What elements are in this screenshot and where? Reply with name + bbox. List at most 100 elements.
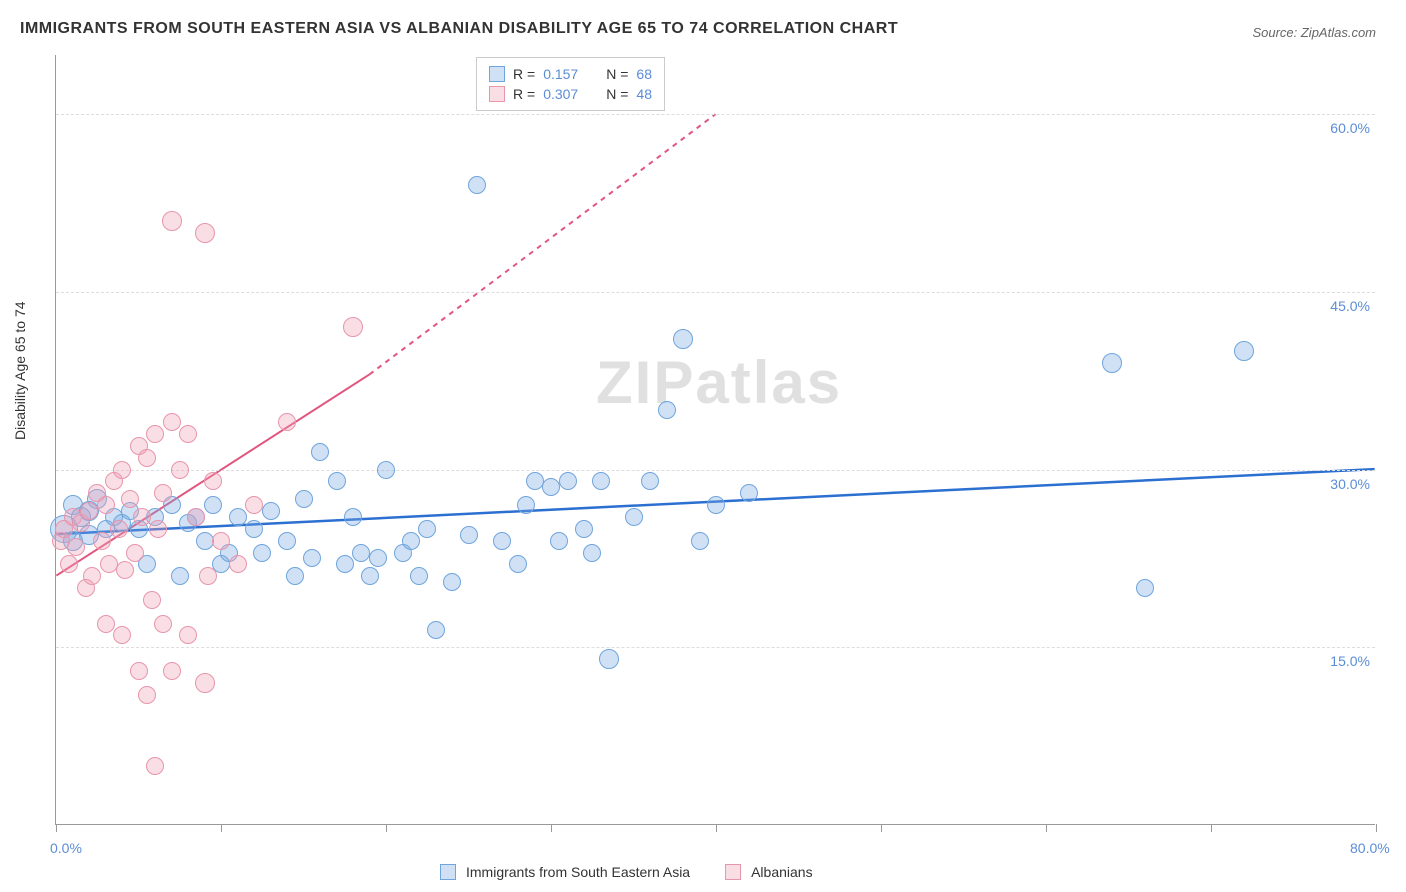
data-point <box>116 561 134 579</box>
data-point <box>195 673 215 693</box>
data-point <box>625 508 643 526</box>
data-point <box>113 626 131 644</box>
data-point <box>97 615 115 633</box>
data-point <box>410 567 428 585</box>
data-point <box>93 532 111 550</box>
data-point <box>550 532 568 550</box>
legend-swatch <box>489 86 505 102</box>
data-point <box>526 472 544 490</box>
data-point <box>1136 579 1154 597</box>
x-tick <box>56 824 57 832</box>
series-legend: Immigrants from South Eastern Asia Albani… <box>440 864 838 880</box>
data-point <box>599 649 619 669</box>
data-point <box>163 662 181 680</box>
data-point <box>278 413 296 431</box>
data-point <box>509 555 527 573</box>
data-point <box>336 555 354 573</box>
data-point <box>163 413 181 431</box>
data-point <box>146 425 164 443</box>
data-point <box>146 757 164 775</box>
data-point <box>196 532 214 550</box>
x-tick <box>221 824 222 832</box>
n-label: N = <box>606 66 628 82</box>
y-tick-label: 30.0% <box>1330 476 1370 492</box>
data-point <box>229 508 247 526</box>
data-point <box>154 615 172 633</box>
data-point <box>179 626 197 644</box>
data-point <box>212 532 230 550</box>
data-point <box>171 461 189 479</box>
data-point <box>110 520 128 538</box>
data-point <box>199 567 217 585</box>
legend-swatch <box>725 864 741 880</box>
data-point <box>130 662 148 680</box>
data-point <box>658 401 676 419</box>
data-point <box>138 686 156 704</box>
legend-label: Immigrants from South Eastern Asia <box>466 864 690 880</box>
gridline <box>56 292 1375 293</box>
trend-lines <box>56 55 1375 824</box>
r-label: R = <box>513 66 535 82</box>
data-point <box>121 490 139 508</box>
data-point <box>149 520 167 538</box>
y-tick-label: 45.0% <box>1330 298 1370 314</box>
r-label: R = <box>513 86 535 102</box>
gridline <box>56 114 1375 115</box>
x-tick <box>551 824 552 832</box>
data-point <box>377 461 395 479</box>
n-value: 48 <box>636 86 652 102</box>
data-point <box>204 472 222 490</box>
data-point <box>286 567 304 585</box>
data-point <box>80 502 98 520</box>
r-value: 0.307 <box>543 86 578 102</box>
data-point <box>402 532 420 550</box>
data-point <box>162 211 182 231</box>
data-point <box>113 461 131 479</box>
data-point <box>352 544 370 562</box>
data-point <box>369 549 387 567</box>
data-point <box>468 176 486 194</box>
legend-label: Albanians <box>751 864 813 880</box>
data-point <box>245 496 263 514</box>
n-label: N = <box>606 86 628 102</box>
data-point <box>673 329 693 349</box>
data-point <box>311 443 329 461</box>
data-point <box>229 555 247 573</box>
data-point <box>443 573 461 591</box>
chart-container: IMMIGRANTS FROM SOUTH EASTERN ASIA VS AL… <box>0 0 1406 892</box>
data-point <box>343 317 363 337</box>
data-point <box>295 490 313 508</box>
y-axis-label: Disability Age 65 to 74 <box>12 301 28 440</box>
y-tick-label: 60.0% <box>1330 120 1370 136</box>
data-point <box>245 520 263 538</box>
data-point <box>575 520 593 538</box>
data-point <box>143 591 161 609</box>
legend-stat-row: R = 0.307 N = 48 <box>489 84 652 104</box>
data-point <box>278 532 296 550</box>
data-point <box>493 532 511 550</box>
data-point <box>138 449 156 467</box>
data-point <box>559 472 577 490</box>
data-point <box>740 484 758 502</box>
data-point <box>262 502 280 520</box>
legend-swatch <box>440 864 456 880</box>
x-tick <box>716 824 717 832</box>
data-point <box>427 621 445 639</box>
data-point <box>418 520 436 538</box>
data-point <box>97 496 115 514</box>
chart-title: IMMIGRANTS FROM SOUTH EASTERN ASIA VS AL… <box>20 20 898 38</box>
data-point <box>100 555 118 573</box>
data-point <box>67 538 85 556</box>
data-point <box>517 496 535 514</box>
data-point <box>691 532 709 550</box>
x-tick-label: 0.0% <box>50 840 82 856</box>
data-point <box>460 526 478 544</box>
plot-area: ZIPatlas R =0.157N =68R =0.307N =48 15.0… <box>55 55 1375 825</box>
data-point <box>328 472 346 490</box>
data-point <box>195 223 215 243</box>
data-point <box>204 496 222 514</box>
y-tick-label: 15.0% <box>1330 653 1370 669</box>
gridline <box>56 647 1375 648</box>
data-point <box>253 544 271 562</box>
legend-stat-row: R =0.157N =68 <box>489 64 652 84</box>
